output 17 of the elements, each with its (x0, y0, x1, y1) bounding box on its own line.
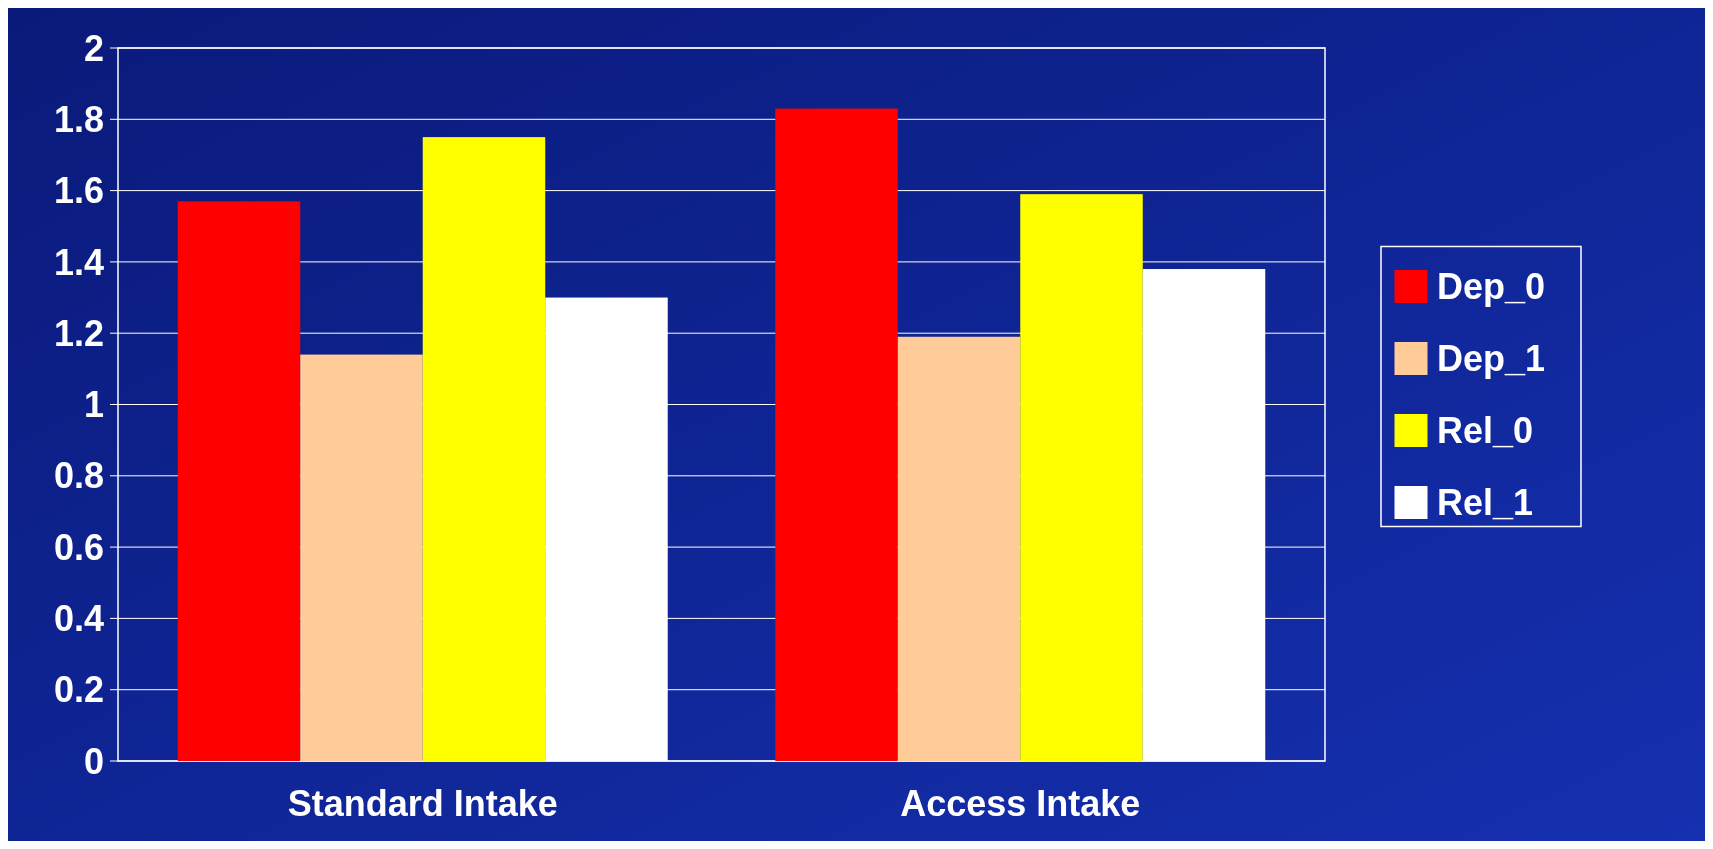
legend-label: Dep_0 (1437, 266, 1546, 308)
y-tick-label: 1.2 (53, 312, 104, 354)
y-tick-label: 0.6 (53, 526, 104, 568)
y-tick-label: 0.4 (53, 598, 104, 639)
y-tick-label: 1.6 (53, 170, 104, 212)
y-tick-label: 0.2 (53, 669, 104, 711)
y-tick-label: 1.4 (53, 241, 104, 283)
y-tick-label: 0.8 (53, 455, 104, 497)
y-tick-label: 2 (83, 27, 104, 69)
legend-label: Rel_0 (1437, 410, 1534, 452)
y-tick-label: 1 (83, 384, 104, 426)
x-tick-label: Standard Intake (287, 783, 558, 824)
y-tick-label: 0 (83, 740, 104, 782)
y-tick-label: 1.8 (53, 98, 104, 140)
legend-label: Rel_1 (1437, 482, 1534, 524)
legend-label: Dep_1 (1437, 338, 1546, 380)
x-tick-label: Access Intake (900, 783, 1141, 824)
